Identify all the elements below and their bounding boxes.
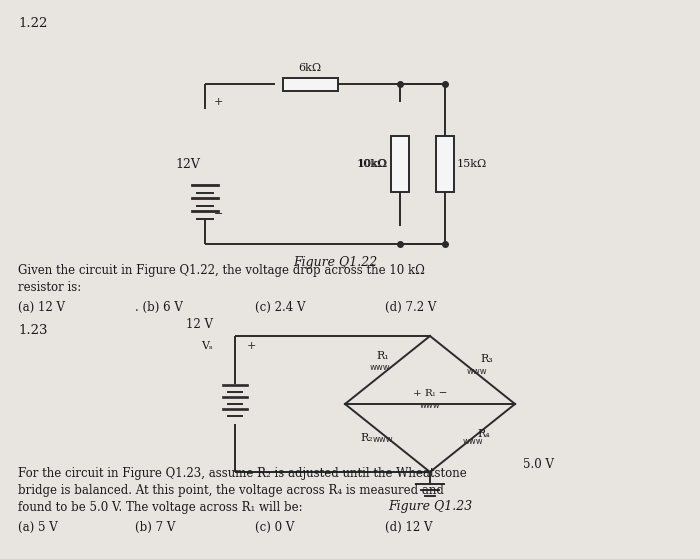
Text: Figure Q1.22: Figure Q1.22 <box>293 256 377 269</box>
Text: bridge is balanced. At this point, the voltage across R₄ is measured and: bridge is balanced. At this point, the v… <box>18 484 444 497</box>
Text: 5.0 V: 5.0 V <box>523 457 554 471</box>
Text: 15kΩ: 15kΩ <box>457 159 487 169</box>
Text: . (b) 6 V: . (b) 6 V <box>135 301 183 314</box>
Text: (c) 2.4 V: (c) 2.4 V <box>255 301 305 314</box>
Text: (b) 7 V: (b) 7 V <box>135 521 176 534</box>
Text: www: www <box>420 401 440 410</box>
Bar <box>283 78 337 91</box>
Text: www: www <box>466 367 486 376</box>
Text: For the circuit in Figure Q1.23, assume R₂ is adjusted until the Wheatstone: For the circuit in Figure Q1.23, assume … <box>18 467 467 480</box>
Text: www: www <box>369 363 390 372</box>
Text: Figure Q1.23: Figure Q1.23 <box>388 500 472 513</box>
Text: Vₛ: Vₛ <box>202 341 213 351</box>
Text: +: + <box>247 341 256 351</box>
Text: + Rₗ −: + Rₗ − <box>413 390 447 399</box>
Text: 10kΩ: 10kΩ <box>357 159 387 169</box>
Text: −: − <box>214 209 223 219</box>
Text: (c) 0 V: (c) 0 V <box>255 521 295 534</box>
Text: R₁: R₁ <box>376 351 389 361</box>
Text: R₂: R₂ <box>361 433 374 443</box>
Bar <box>391 136 409 192</box>
Text: 1.22: 1.22 <box>18 17 48 30</box>
Bar <box>436 136 454 192</box>
Text: Given the circuit in Figure Q1.22, the voltage drop across the 10 kΩ: Given the circuit in Figure Q1.22, the v… <box>18 264 425 277</box>
Text: (d) 12 V: (d) 12 V <box>385 521 433 534</box>
Text: found to be 5.0 V. The voltage across R₁ will be:: found to be 5.0 V. The voltage across R₁… <box>18 501 302 514</box>
Text: 12V: 12V <box>175 158 200 170</box>
Text: resistor is:: resistor is: <box>18 281 81 294</box>
Text: +: + <box>214 97 223 107</box>
Text: 1.23: 1.23 <box>18 324 48 337</box>
Text: R₄: R₄ <box>477 429 490 439</box>
Text: 10kΩ: 10kΩ <box>358 159 388 169</box>
Text: www: www <box>372 434 393 443</box>
Text: (a) 12 V: (a) 12 V <box>18 301 65 314</box>
Text: R₃: R₃ <box>480 354 494 364</box>
Text: www: www <box>462 438 483 447</box>
Text: 12 V: 12 V <box>186 318 213 331</box>
Text: (d) 7.2 V: (d) 7.2 V <box>385 301 436 314</box>
Text: (a) 5 V: (a) 5 V <box>18 521 57 534</box>
Text: 6kΩ: 6kΩ <box>298 64 321 73</box>
